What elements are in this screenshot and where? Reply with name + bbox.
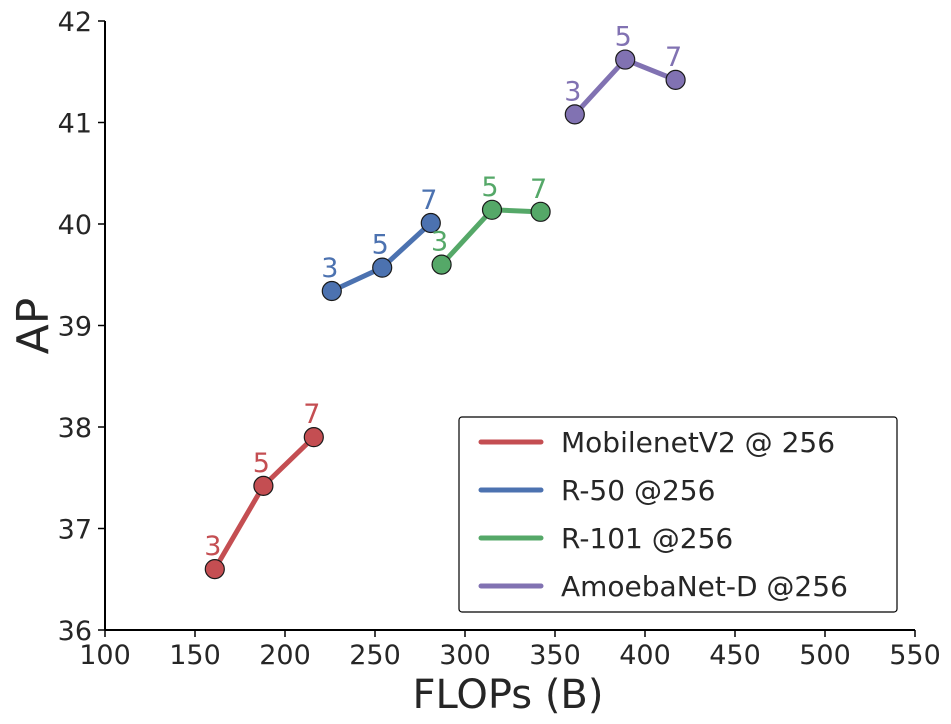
legend-box bbox=[458, 416, 898, 613]
data-point bbox=[420, 212, 441, 234]
y-tick-label: 39 bbox=[58, 312, 92, 343]
data-point bbox=[303, 427, 324, 448]
data-label: 3 bbox=[321, 253, 338, 284]
data-label: 3 bbox=[204, 531, 221, 562]
data-point bbox=[431, 254, 452, 275]
data-point bbox=[530, 201, 551, 222]
x-tick-label: 200 bbox=[259, 640, 311, 671]
data-point bbox=[372, 257, 393, 278]
x-tick-label: 450 bbox=[709, 640, 761, 671]
x-tick-label: 400 bbox=[619, 640, 671, 671]
x-axis-title: FLOPs (B) bbox=[413, 672, 604, 718]
legend-label: R-101 @256 bbox=[561, 522, 733, 555]
legend-label: MobilenetV2 @ 256 bbox=[561, 426, 835, 459]
data-point bbox=[564, 104, 585, 125]
x-tick-label: 250 bbox=[349, 640, 401, 671]
data-point bbox=[253, 475, 274, 496]
legend: MobilenetV2 @ 256 R-50 @256 R-101 @256 Amoe… bbox=[458, 416, 898, 613]
x-ticks: 100 150 200 250 300 350 400 450 500 550 bbox=[79, 630, 941, 671]
data-label: 5 bbox=[253, 448, 270, 479]
y-tick-label: 37 bbox=[58, 515, 92, 546]
y-tick-label: 41 bbox=[58, 109, 92, 140]
data-point bbox=[204, 558, 225, 580]
data-point bbox=[321, 280, 342, 302]
data-label: 7 bbox=[665, 42, 682, 73]
data-label: 7 bbox=[303, 399, 320, 430]
series-group bbox=[204, 49, 686, 580]
data-label: 5 bbox=[615, 22, 632, 53]
y-tick-label: 42 bbox=[58, 7, 92, 38]
x-tick-label: 500 bbox=[799, 640, 851, 671]
x-tick-label: 550 bbox=[889, 640, 941, 671]
legend-label: AmoebaNet-D @256 bbox=[561, 570, 848, 603]
y-axis-title: AP bbox=[8, 298, 59, 355]
legend-label: R-50 @256 bbox=[561, 474, 715, 507]
data-label: 3 bbox=[431, 227, 448, 258]
y-tick-label: 38 bbox=[58, 413, 92, 444]
y-tick-label: 36 bbox=[58, 616, 92, 647]
data-label: 5 bbox=[481, 172, 498, 203]
data-label: 5 bbox=[372, 230, 389, 261]
y-ticks: 36 37 38 39 40 41 42 bbox=[58, 7, 105, 647]
x-tick-label: 100 bbox=[79, 640, 131, 671]
x-tick-label: 150 bbox=[169, 640, 221, 671]
data-point bbox=[481, 199, 503, 220]
data-point bbox=[665, 69, 686, 90]
data-label: 3 bbox=[564, 76, 581, 107]
x-tick-label: 350 bbox=[529, 640, 581, 671]
y-tick-label: 40 bbox=[58, 210, 92, 241]
data-label: 7 bbox=[420, 185, 437, 216]
x-tick-label: 300 bbox=[439, 640, 491, 671]
data-point bbox=[615, 49, 636, 70]
data-label: 7 bbox=[530, 174, 547, 205]
